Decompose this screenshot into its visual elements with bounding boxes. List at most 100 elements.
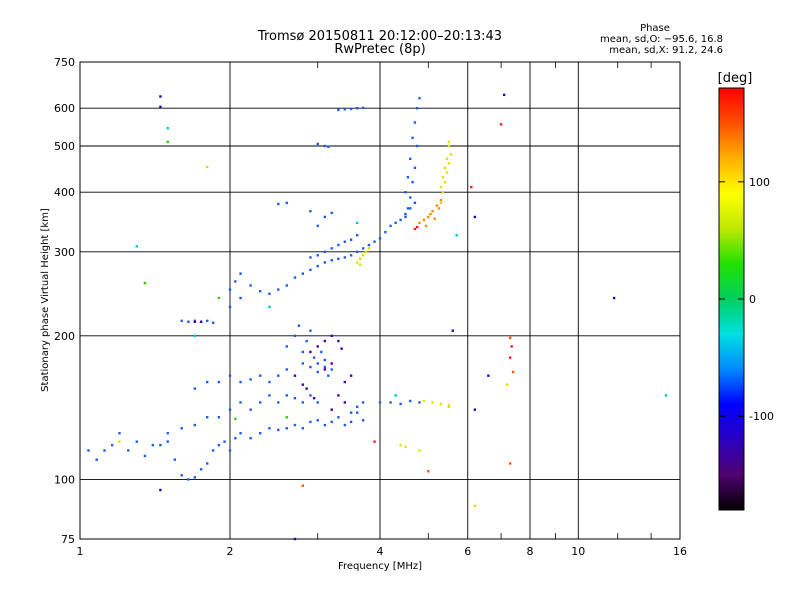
echo-point <box>228 374 232 377</box>
echo-point <box>187 478 190 481</box>
echo-point <box>205 319 209 323</box>
echo-point <box>367 247 371 250</box>
echo-point <box>409 196 412 199</box>
echo-point <box>309 350 312 354</box>
echo-point <box>293 374 297 377</box>
echo-point <box>193 476 197 479</box>
echo-point <box>316 401 319 404</box>
echo-point <box>447 144 451 148</box>
echo-point <box>451 329 455 332</box>
echo-point <box>249 437 252 440</box>
echo-point <box>404 445 407 449</box>
echo-point <box>166 440 169 443</box>
echo-point <box>445 157 449 161</box>
echo-point <box>239 380 242 384</box>
echo-point <box>439 201 443 205</box>
y-tick-label: 100 <box>54 473 75 486</box>
echo-point <box>447 404 451 407</box>
echo-point <box>205 380 209 384</box>
colorbar-tick-label: -100 <box>749 410 774 423</box>
echo-point <box>180 427 183 430</box>
y-tick-label: 600 <box>54 102 75 115</box>
echo-point <box>343 256 347 259</box>
echo-point <box>323 215 327 219</box>
echo-point <box>316 224 319 228</box>
echo-point <box>309 329 312 332</box>
echo-point <box>199 468 203 471</box>
echo-point <box>211 321 215 324</box>
echo-point <box>427 215 430 219</box>
echo-point <box>277 401 280 404</box>
echo-point <box>309 209 312 213</box>
echo-point <box>312 356 316 359</box>
echo-point <box>361 254 365 257</box>
echo-point <box>349 411 353 414</box>
echo-point <box>487 374 490 377</box>
echo-point <box>361 247 365 250</box>
echo-point <box>447 162 451 165</box>
echo-point <box>415 144 419 148</box>
echo-point <box>378 401 382 404</box>
echo-point <box>330 408 333 411</box>
echo-point <box>394 394 397 397</box>
echo-point <box>323 365 327 369</box>
echo-point <box>435 204 438 207</box>
echo-point <box>447 405 451 408</box>
echo-point <box>422 218 426 222</box>
echo-point <box>239 431 242 435</box>
echo-point <box>394 221 397 225</box>
echo-point <box>217 380 221 384</box>
echo-point <box>330 362 333 365</box>
echo-point <box>429 212 432 216</box>
echo-point <box>309 394 312 397</box>
echo-point <box>309 256 312 259</box>
echo-point <box>277 202 280 206</box>
echo-point <box>293 276 297 279</box>
y-tick-label: 75 <box>61 533 75 546</box>
echo-point <box>422 399 426 403</box>
echo-point <box>301 383 305 386</box>
echo-point <box>180 319 183 323</box>
echo-point <box>404 191 407 194</box>
echo-point <box>285 345 288 348</box>
echo-point <box>228 288 232 291</box>
colorbar-tick-label: 100 <box>749 176 770 189</box>
echo-point <box>361 401 365 404</box>
echo-point <box>309 268 312 272</box>
echo-point <box>411 180 414 184</box>
echo-point <box>159 488 162 492</box>
echo-point <box>508 336 512 340</box>
echo-point <box>239 296 242 300</box>
echo-point <box>441 176 445 179</box>
echo-point <box>95 458 98 461</box>
echo-point <box>305 339 308 343</box>
echo-point <box>103 449 106 452</box>
echo-point <box>439 198 443 202</box>
echo-point <box>234 280 237 283</box>
x-tick-label: 8 <box>527 545 534 558</box>
echo-point <box>343 423 347 427</box>
echo-point <box>330 247 333 250</box>
echo-point <box>441 191 445 194</box>
phase-legend-x: mean, sd,X: 91.2, 24.6 <box>609 45 723 56</box>
echo-point <box>143 454 147 458</box>
x-tick-label: 10 <box>571 545 585 558</box>
echo-point <box>418 96 421 100</box>
echo-point <box>293 334 297 338</box>
echo-point <box>316 264 319 268</box>
echo-point <box>285 427 288 430</box>
echo-point <box>433 217 436 220</box>
echo-point <box>355 261 359 264</box>
colorbar-ticks: 100 0 -100 <box>719 176 774 423</box>
echo-point <box>323 250 327 254</box>
echo-point <box>143 281 147 285</box>
echo-point <box>309 365 312 369</box>
echo-point <box>323 144 327 148</box>
echo-point <box>508 356 512 359</box>
echo-point <box>508 462 512 465</box>
echo-point <box>443 180 447 184</box>
echo-point <box>367 243 371 247</box>
echo-point <box>320 350 323 354</box>
chart-subtitle: RwPretec (8p) <box>334 42 425 57</box>
echo-point <box>473 408 477 411</box>
